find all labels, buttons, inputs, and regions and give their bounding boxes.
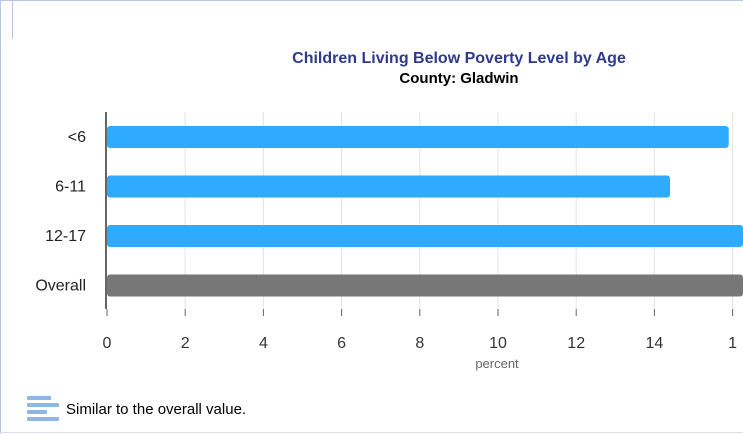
x-tick-label: 1 — [728, 335, 737, 352]
category-label: <6 — [68, 129, 86, 146]
chart-subtitle: County: Gladwin — [399, 70, 519, 87]
category-label: 6-11 — [55, 179, 86, 196]
bar — [107, 175, 671, 198]
category-label: Overall — [35, 278, 86, 295]
category-label: 12-17 — [45, 228, 86, 245]
bottom-divider — [0, 432, 743, 433]
x-tick-label: 14 — [646, 335, 664, 352]
x-tick-label: 10 — [489, 335, 507, 352]
x-tick-label: 12 — [567, 335, 585, 352]
x-axis-label: percent — [475, 356, 519, 371]
similar-value-icon — [27, 396, 59, 421]
x-tick-label: 8 — [415, 335, 424, 352]
frame-corner-mark — [12, 1, 13, 39]
x-tick-label: 2 — [181, 335, 190, 352]
chart-title: Children Living Below Poverty Level by A… — [292, 50, 626, 67]
x-tick-label: 0 — [103, 335, 112, 352]
bar — [107, 126, 729, 148]
bar — [107, 274, 743, 297]
legend-label: Similar to the overall value. — [66, 401, 247, 418]
x-tick-label: 6 — [337, 335, 346, 352]
bar — [107, 225, 743, 247]
x-tick-label: 4 — [259, 335, 268, 352]
